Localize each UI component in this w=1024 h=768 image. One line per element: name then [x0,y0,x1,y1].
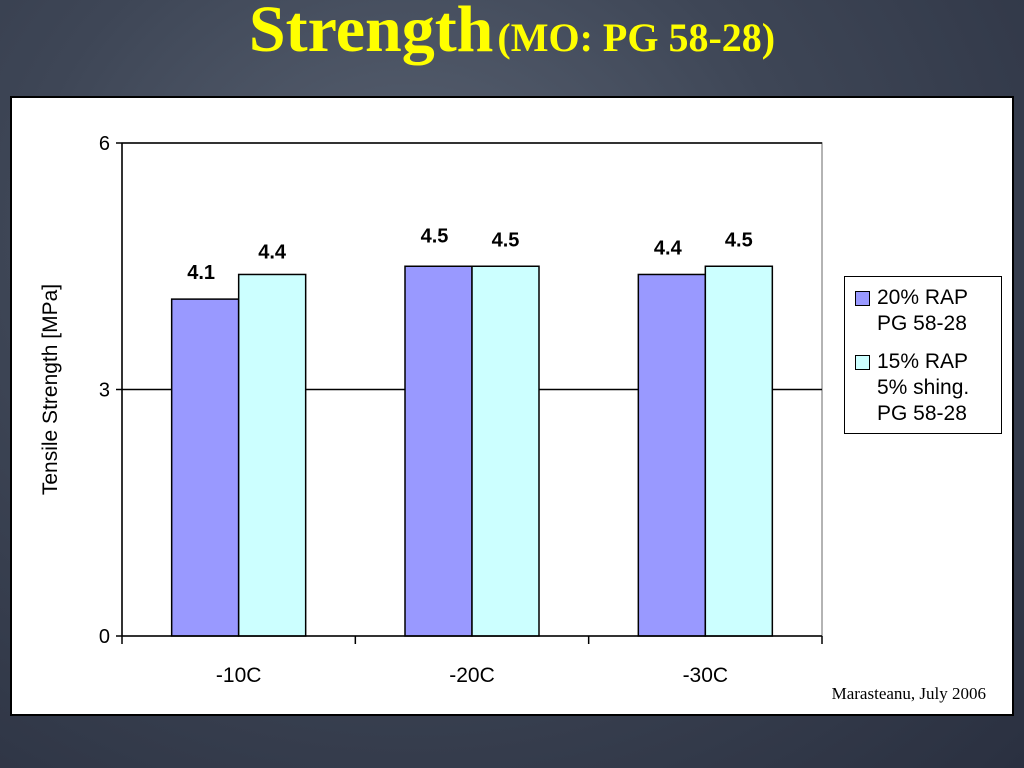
bar-series-2--20C [471,265,540,637]
bar-series-2--10C [237,273,307,637]
data-label-series-2--20C: 4.5 [492,229,520,251]
data-label-series-1--30C: 4.4 [654,237,683,259]
legend-label-series-1-line-2: PG 58-28 [877,312,967,335]
legend-swatch-series-1 [855,291,870,306]
slide-title-main: Strength [248,0,494,66]
data-label-series-2--30C: 4.5 [725,229,753,251]
y-tick-label: 3 [99,380,110,402]
legend-label-series-2-line-3: PG 58-28 [877,402,967,425]
bar-series-1--30C [637,273,707,637]
slide-title: Strength (MO: PG 58-28) [0,0,1024,68]
bar-series-1--10C [170,298,240,637]
data-label-series-1--10C: 4.1 [187,262,215,284]
data-label-series-2--10C: 4.4 [258,241,287,263]
y-tick-label: 0 [99,626,110,648]
legend-item-series-2: 15% RAP 5% shing. PG 58-28 [851,349,995,427]
x-tick-label: -20C [449,664,495,687]
legend-item-series-1: 20% RAP PG 58-28 [851,285,995,337]
legend-label-series-2-line-1: 15% RAP [877,350,969,373]
bar-series-2--30C [704,265,774,637]
bar-chart: 0 3 6 Tensile Strength [MPa] 4.1 4.4 4.5 4.5 4.4… [39,133,823,687]
source-credit: Marasteanu, July 2006 [831,684,986,703]
legend-label-series-1-line-1: 20% RAP [877,286,969,309]
chart-panel: 0 3 6 Tensile Strength [MPa] 4.1 4.4 4.5 4.5 4.4… [10,96,1014,716]
bar-series-1--20C [404,265,473,637]
legend-swatch-series-2 [855,355,870,370]
legend-label-series-2-line-2: 5% shing. [877,376,970,399]
slide-title-sub: (MO: PG 58-28) [497,15,776,60]
y-axis-label: Tensile Strength [MPa] [39,284,62,495]
x-tick-label: -10C [216,664,262,687]
chart-legend: 20% RAP PG 58-28 15% RAP 5% shing. PG 58… [844,276,1002,434]
data-label-series-1--20C: 4.5 [421,225,449,247]
y-tick-label: 6 [99,133,110,155]
x-tick-label: -30C [683,664,729,687]
